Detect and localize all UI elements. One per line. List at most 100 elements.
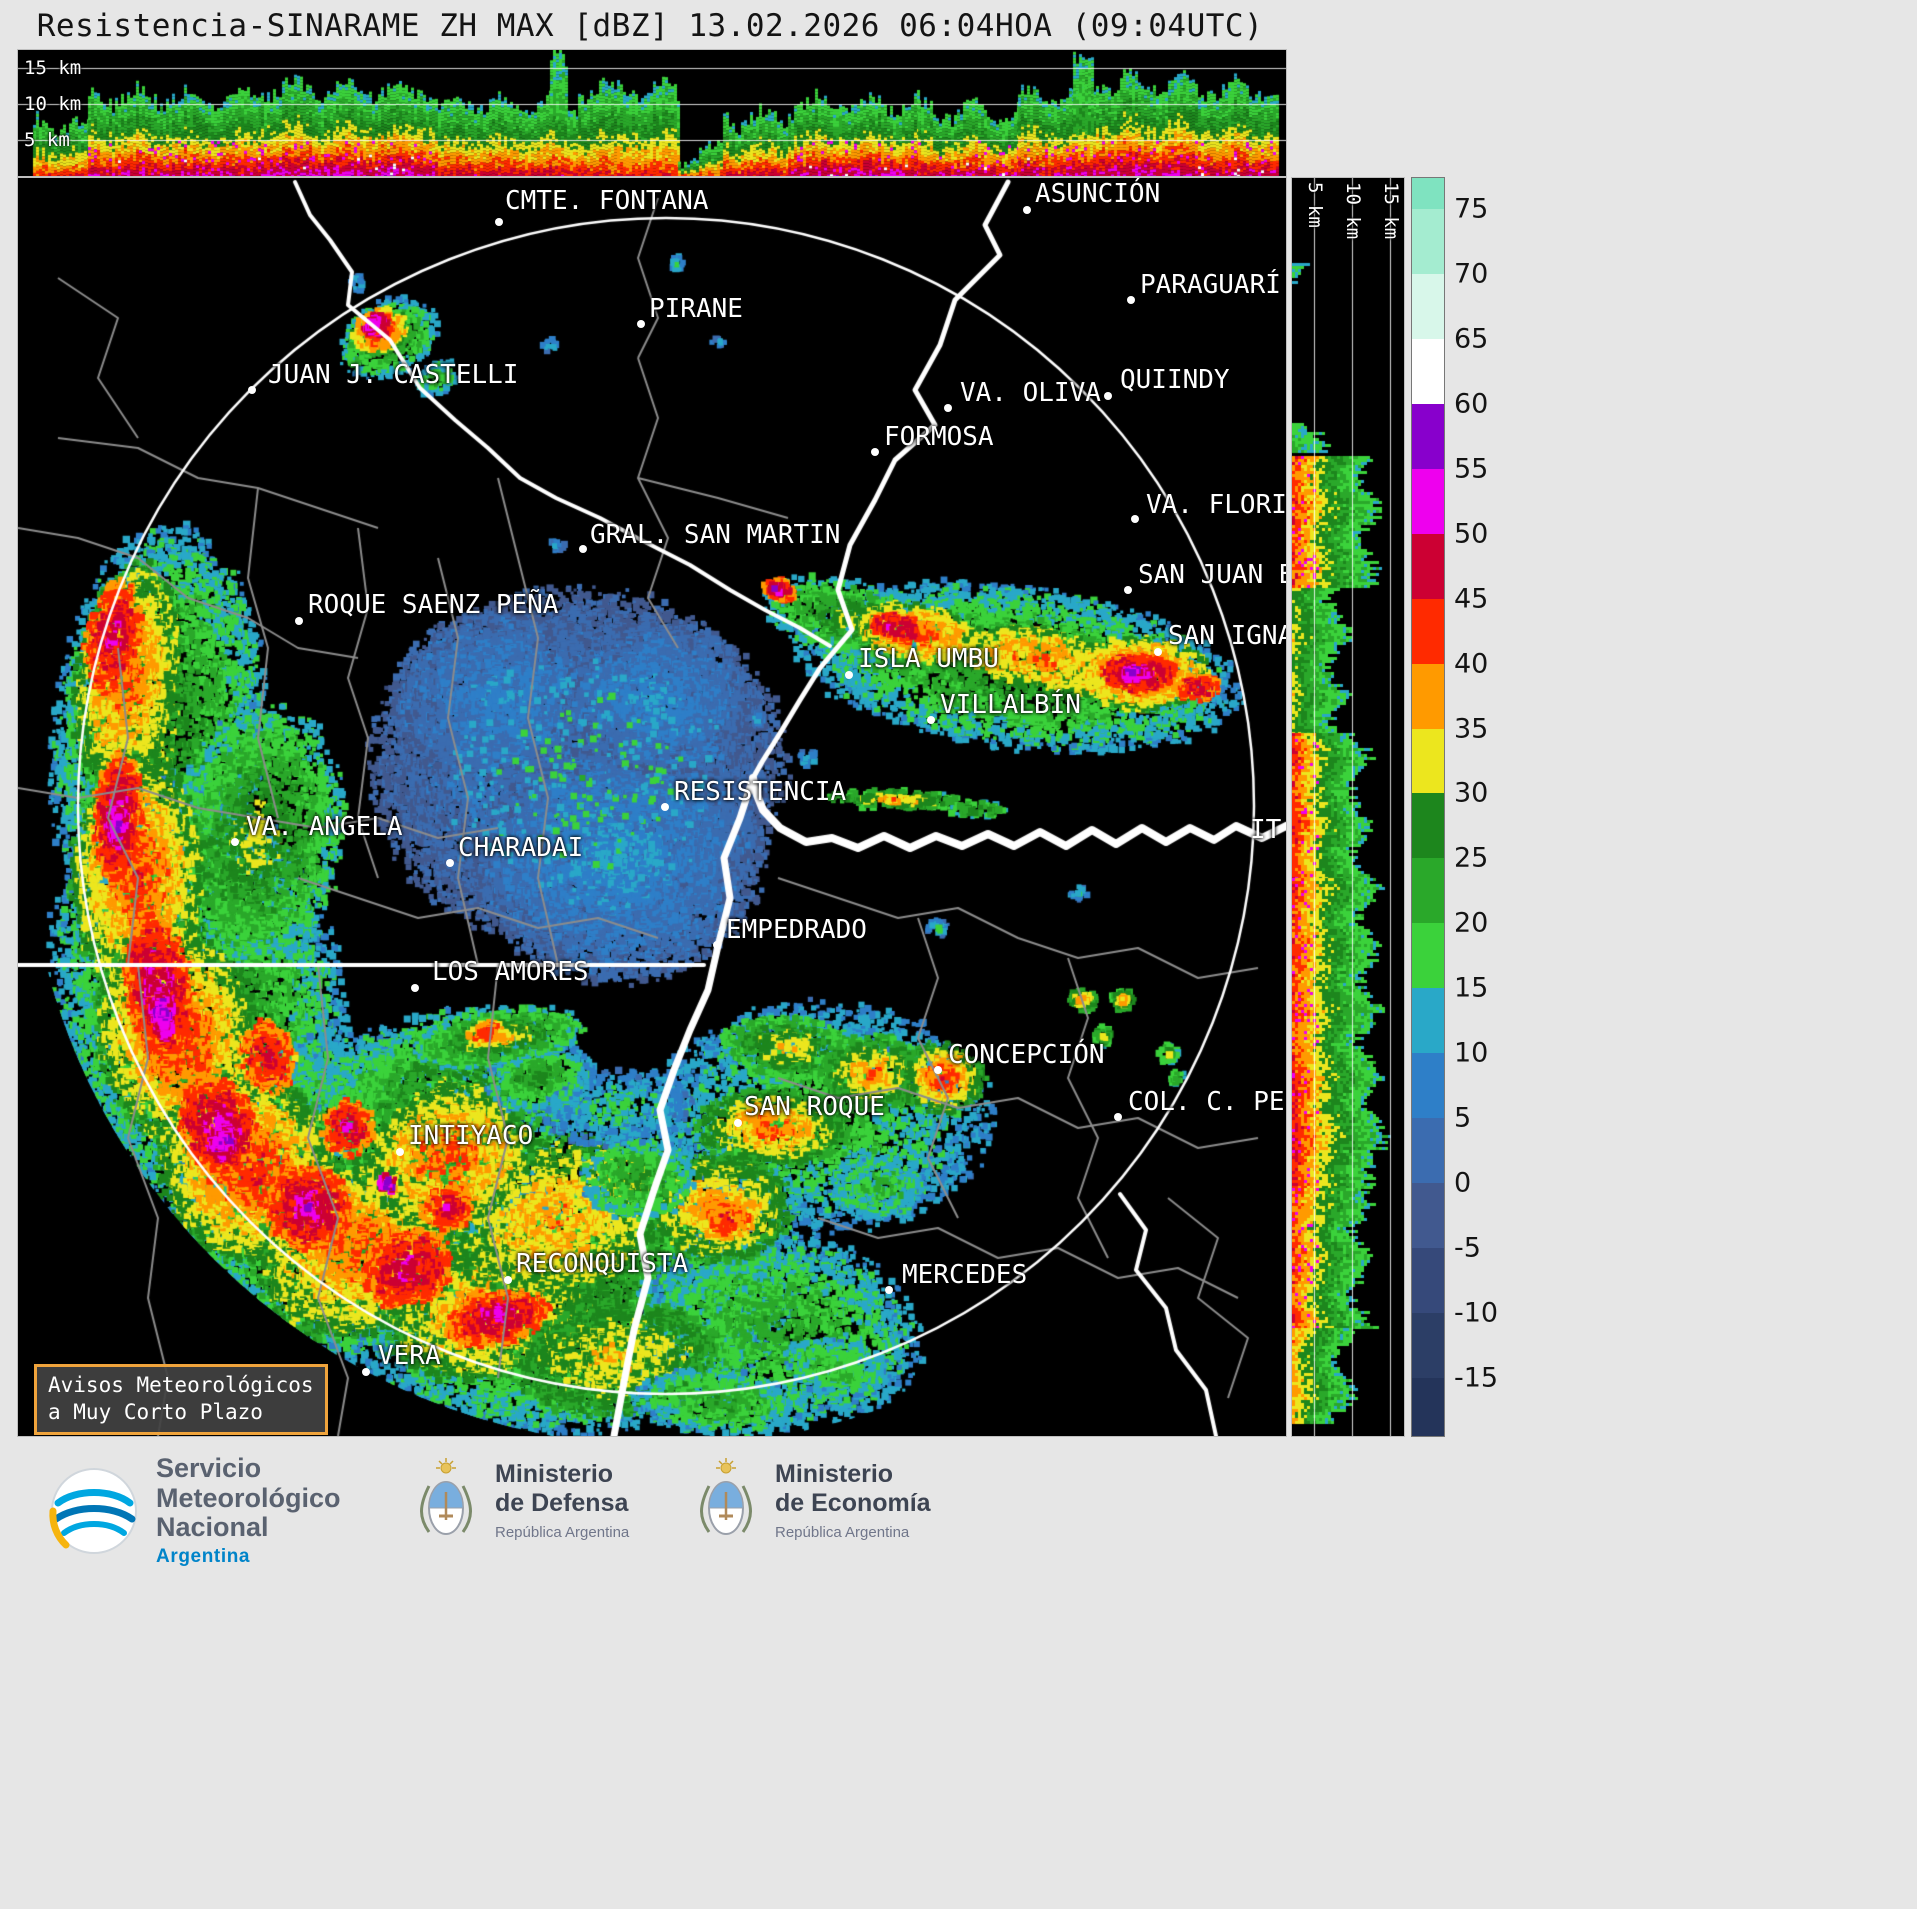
right-cross-section-canvas <box>1292 178 1404 1436</box>
city-dot <box>885 1286 893 1294</box>
colorbar-label: 10 <box>1454 1037 1489 1069</box>
city-dot <box>871 448 879 456</box>
product-title: Resistencia-SINARAME ZH MAX [dBZ] 13.02.… <box>36 8 1264 44</box>
city-label: GRAL. SAN MARTIN <box>590 520 841 550</box>
city-label: JUAN J. CASTELLI <box>268 360 519 390</box>
city-label: MERCEDES <box>902 1260 1028 1290</box>
top-cross-section-canvas <box>18 50 1286 176</box>
city-label: FORMOSA <box>884 422 994 452</box>
city-label: RECONQUISTA <box>516 1249 689 1279</box>
city-label: EMPEDRADO <box>726 915 867 945</box>
smn-country: Argentina <box>156 1546 251 1568</box>
city-dot <box>661 803 669 811</box>
city-dot <box>1124 586 1132 594</box>
colorbar-label: -10 <box>1454 1297 1499 1329</box>
colorbar-label: 45 <box>1454 583 1489 615</box>
city-label: CMTE. FONTANA <box>505 186 709 216</box>
city-dot <box>1114 1113 1122 1121</box>
colorbar-label: 15 <box>1454 972 1489 1004</box>
city-label: ROQUE SAENZ PEÑA <box>308 590 559 620</box>
ministry-name-line: Ministerio <box>495 1459 614 1488</box>
ministry-subtitle: República Argentina <box>495 1523 630 1541</box>
city-dot <box>734 1119 742 1127</box>
colorbar-label: 75 <box>1454 193 1489 225</box>
right-cross-section-panel: 5 km 10 km 15 km <box>1291 177 1405 1437</box>
radar-map-panel: CMTE. FONTANA ASUNCIÓN PIRANE PARAGUARÍ JUAN… <box>17 177 1287 1437</box>
city-label: ISLA UMBU <box>858 644 999 674</box>
city-dot <box>579 545 587 553</box>
colorbar-band <box>1412 988 1444 1054</box>
smn-text: Servicio Meteorológico Nacional Argentin… <box>156 1453 341 1568</box>
colorbar-band <box>1412 533 1444 599</box>
colorbar-label: 40 <box>1454 648 1489 680</box>
colorbar-band <box>1412 858 1444 924</box>
city-dot <box>1131 515 1139 523</box>
ministry-economia-block: Ministerio de Economía República Argenti… <box>695 1456 931 1544</box>
colorbar-label: 30 <box>1454 777 1489 809</box>
city-label: VA. FLORI <box>1146 490 1286 520</box>
city-dot <box>934 1066 942 1074</box>
smn-name-line: Nacional <box>156 1512 269 1543</box>
city-dot <box>1127 296 1135 304</box>
colorbar-band <box>1412 923 1444 989</box>
city-label: VA. ANGELA <box>246 812 403 842</box>
city-label: PIRANE <box>649 294 743 324</box>
colorbar-band <box>1412 209 1444 274</box>
city-dot <box>944 404 952 412</box>
coat-of-arms-icon <box>420 1458 472 1535</box>
ministry-subtitle: República Argentina <box>775 1523 910 1541</box>
colorbar-label: 5 <box>1454 1102 1472 1134</box>
colorbar-label: 50 <box>1454 518 1489 550</box>
colorbar-band <box>1412 178 1444 209</box>
radar-map-canvas <box>18 178 1286 1436</box>
height-axis-label: 10 km <box>1342 182 1364 240</box>
ministry-defensa-block: Ministerio de Defensa República Argentin… <box>415 1456 629 1544</box>
city-label: PARAGUARÍ <box>1140 270 1281 300</box>
coat-of-arms-icon <box>700 1458 752 1535</box>
colorbar-band <box>1412 793 1444 859</box>
city-label: VERA <box>378 1341 441 1371</box>
colorbar-band <box>1412 338 1444 404</box>
city-dot <box>1154 648 1162 656</box>
city-label: INTIYACO <box>408 1121 534 1151</box>
city-label: SAN JUAN B <box>1138 560 1286 590</box>
colorbar-band <box>1412 728 1444 794</box>
colorbar-label: 70 <box>1454 258 1489 290</box>
city-label: SAN ROQUE <box>744 1092 885 1122</box>
city-dot <box>504 1276 512 1284</box>
city-dot <box>446 859 454 867</box>
city-label: RESISTENCIA <box>674 777 847 807</box>
dbz-colorbar-labels: 75 70 65 60 55 50 45 40 35 30 25 20 15 10 5 0 -5 -10 -15 <box>1454 178 1554 1436</box>
colorbar-label: -15 <box>1454 1362 1499 1394</box>
city-dot <box>396 1148 404 1156</box>
colorbar-label: 60 <box>1454 388 1489 420</box>
colorbar-band <box>1412 598 1444 664</box>
colorbar-band <box>1412 273 1444 339</box>
smn-logo <box>49 1468 137 1555</box>
height-axis-label: 15 km <box>24 57 82 79</box>
city-label: VA. OLIVA <box>960 378 1101 408</box>
warning-box: Avisos Meteorológicos a Muy Corto Plazo <box>34 1364 328 1435</box>
footer: Servicio Meteorológico Nacional Argentin… <box>0 1436 1917 1909</box>
colorbar-band <box>1412 1248 1444 1313</box>
city-label: CONCEPCIÓN <box>948 1040 1105 1070</box>
colorbar-label: 65 <box>1454 323 1489 355</box>
city-label: CHARADAI <box>458 833 584 863</box>
colorbar-band <box>1412 1312 1444 1378</box>
top-cross-section-panel: 15 km 10 km 5 km <box>17 49 1287 177</box>
city-label: SAN IGNA <box>1168 621 1286 651</box>
city-label: COL. C. PEL <box>1128 1087 1286 1117</box>
colorbar-band <box>1412 663 1444 729</box>
city-label: LOS AMORES <box>432 957 589 987</box>
smn-logo-block: Servicio Meteorológico Nacional Argentin… <box>48 1453 341 1568</box>
city-label: QUIINDY <box>1120 365 1230 395</box>
colorbar-band <box>1412 468 1444 534</box>
colorbar-band <box>1412 403 1444 469</box>
colorbar-label: -5 <box>1454 1232 1481 1264</box>
ministry-name-line: Ministerio <box>775 1459 894 1488</box>
height-axis-label: 15 km <box>1380 182 1402 240</box>
city-dot <box>295 617 303 625</box>
city-dot <box>713 941 721 949</box>
warning-line-2: a Muy Corto Plazo <box>48 1400 263 1425</box>
